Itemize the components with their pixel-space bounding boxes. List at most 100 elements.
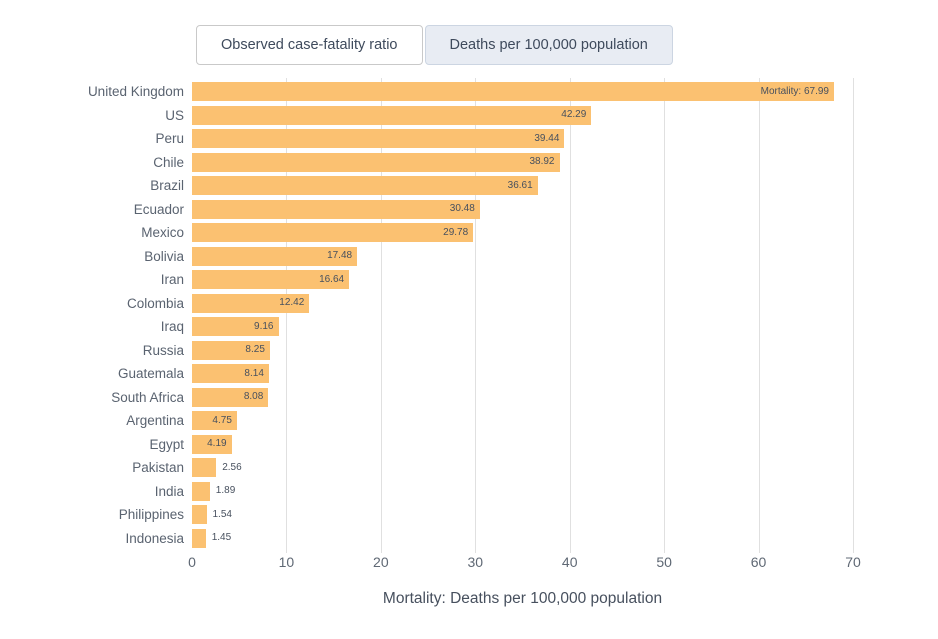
bar-row-iran: Iran 16.64 xyxy=(0,268,938,292)
bar-row-ecuador: Ecuador 30.48 xyxy=(0,198,938,222)
bar-value-label-us: 42.29 xyxy=(561,109,587,121)
bar-row-united-kingdom: United Kingdom Mortality: 67.99 xyxy=(0,80,938,104)
bar-value-label-guatemala: 8.14 xyxy=(244,367,264,379)
bar-track: 1.45 xyxy=(192,528,853,548)
bar-rows: United Kingdom Mortality: 67.99 US 42.29 Per… xyxy=(0,80,938,550)
bar-russia: 8.25 xyxy=(192,340,270,360)
x-tick-label-10: 10 xyxy=(278,554,295,570)
bar-row-iraq: Iraq 9.16 xyxy=(0,315,938,339)
category-label-argentina: Argentina xyxy=(126,413,184,428)
bar-row-peru: Peru 39.44 xyxy=(0,127,938,151)
button-deaths-per-100000-population[interactable]: Deaths per 100,000 population xyxy=(424,25,673,65)
bar-peru: 39.44 xyxy=(192,129,565,149)
bar-value-label-iran: 16.64 xyxy=(319,273,345,285)
bar-row-bolivia: Bolivia 17.48 xyxy=(0,245,938,269)
bar-track: 8.14 xyxy=(192,364,853,384)
bar-argentina: 4.75 xyxy=(192,411,237,431)
bar-row-argentina: Argentina 4.75 xyxy=(0,409,938,433)
bar-track: Mortality: 67.99 xyxy=(192,82,853,102)
bar-value-label-indonesia: 1.45 xyxy=(211,532,232,544)
bar-value-label-philippines: 1.54 xyxy=(212,508,232,520)
view-toggle-group: Observed case-fatality ratio Deaths per … xyxy=(196,25,673,65)
category-label-iraq: Iraq xyxy=(160,319,184,334)
category-label-india: India xyxy=(154,483,184,499)
x-tick-label-70: 70 xyxy=(845,554,861,570)
category-label-pakistan: Pakistan xyxy=(132,460,184,475)
bar-row-philippines: Philippines 1.54 xyxy=(0,503,938,527)
bar-track: 17.48 xyxy=(192,246,853,266)
bar-value-label-iraq: 9.16 xyxy=(254,320,274,332)
category-label-south-africa: South Africa xyxy=(111,389,184,405)
bar-bolivia: 17.48 xyxy=(192,246,358,266)
category-label-peru: Peru xyxy=(155,131,184,146)
bar-iraq: 9.16 xyxy=(192,317,279,337)
x-axis-title: Mortality: Deaths per 100,000 population xyxy=(382,590,663,607)
x-tick-label-20: 20 xyxy=(373,554,389,570)
bar-chile: 38.92 xyxy=(192,152,560,172)
bar-egypt: 4.19 xyxy=(192,434,232,454)
category-label-mexico: Mexico xyxy=(141,225,184,240)
bar-south-africa: 8.08 xyxy=(192,387,269,407)
bar-track: 8.25 xyxy=(192,340,853,360)
bar-row-india: India 1.89 xyxy=(0,480,938,504)
category-label-chile: Chile xyxy=(153,154,184,170)
bar-row-russia: Russia 8.25 xyxy=(0,339,938,363)
bar-value-label-pakistan: 2.56 xyxy=(222,461,242,473)
category-label-russia: Russia xyxy=(142,342,184,358)
bar-track: 39.44 xyxy=(192,129,853,149)
category-label-brazil: Brazil xyxy=(150,178,184,193)
bar-track: 4.75 xyxy=(192,411,853,431)
bar-track: 4.19 xyxy=(192,434,853,454)
bar-brazil: 36.61 xyxy=(192,176,538,196)
bar-value-label-ecuador: 30.48 xyxy=(449,203,475,215)
bar-track: 9.16 xyxy=(192,317,853,337)
bar-row-us: US 42.29 xyxy=(0,104,938,128)
bar-row-south-africa: South Africa 8.08 xyxy=(0,386,938,410)
bar-value-label-india: 1.89 xyxy=(215,485,236,497)
bar-ecuador: 30.48 xyxy=(192,199,480,219)
bar-guatemala: 8.14 xyxy=(192,364,269,384)
bar-track: 29.78 xyxy=(192,223,853,243)
bar-track: 1.89 xyxy=(192,481,853,501)
x-tick-label-60: 60 xyxy=(750,554,767,570)
category-label-colombia: Colombia xyxy=(126,295,184,311)
bar-value-label-colombia: 12.42 xyxy=(279,297,305,309)
bar-value-label-united-kingdom: Mortality: 67.99 xyxy=(760,85,829,97)
category-label-ecuador: Ecuador xyxy=(133,201,184,217)
bar-pakistan xyxy=(192,458,217,478)
bar-india xyxy=(192,481,210,501)
button-observed-case-fatality-ratio[interactable]: Observed case-fatality ratio xyxy=(196,25,423,65)
bar-united-kingdom: Mortality: 67.99 xyxy=(192,82,834,102)
x-tick-label-40: 40 xyxy=(561,554,578,570)
bar-row-guatemala: Guatemala 8.14 xyxy=(0,362,938,386)
bar-value-label-egypt: 4.19 xyxy=(207,438,227,450)
bar-colombia: 12.42 xyxy=(192,293,310,313)
bar-row-egypt: Egypt 4.19 xyxy=(0,433,938,457)
bar-value-label-south-africa: 8.08 xyxy=(243,391,264,403)
bar-track: 1.54 xyxy=(192,505,853,525)
bar-row-colombia: Colombia 12.42 xyxy=(0,292,938,316)
x-tick-label-0: 0 xyxy=(188,554,196,570)
bar-value-label-brazil: 36.61 xyxy=(507,179,533,191)
category-label-egypt: Egypt xyxy=(149,436,184,452)
x-tick-label-30: 30 xyxy=(467,554,484,570)
bar-row-brazil: Brazil 36.61 xyxy=(0,174,938,198)
category-label-bolivia: Bolivia xyxy=(144,248,184,264)
category-label-guatemala: Guatemala xyxy=(117,366,184,381)
bar-track: 12.42 xyxy=(192,293,853,313)
bar-track: 38.92 xyxy=(192,152,853,172)
bar-value-label-bolivia: 17.48 xyxy=(327,250,353,262)
bar-us: 42.29 xyxy=(192,105,592,125)
bar-row-indonesia: Indonesia 1.45 xyxy=(0,527,938,551)
bar-track: 36.61 xyxy=(192,176,853,196)
bar-track: 8.08 xyxy=(192,387,853,407)
category-label-united-kingdom: United Kingdom xyxy=(87,84,184,99)
category-label-indonesia: Indonesia xyxy=(125,530,184,546)
bar-value-label-chile: 38.92 xyxy=(529,156,555,168)
category-label-iran: Iran xyxy=(160,272,184,287)
bar-indonesia xyxy=(192,528,206,548)
bar-iran: 16.64 xyxy=(192,270,350,290)
bar-philippines xyxy=(192,505,207,525)
bar-track: 2.56 xyxy=(192,458,853,478)
